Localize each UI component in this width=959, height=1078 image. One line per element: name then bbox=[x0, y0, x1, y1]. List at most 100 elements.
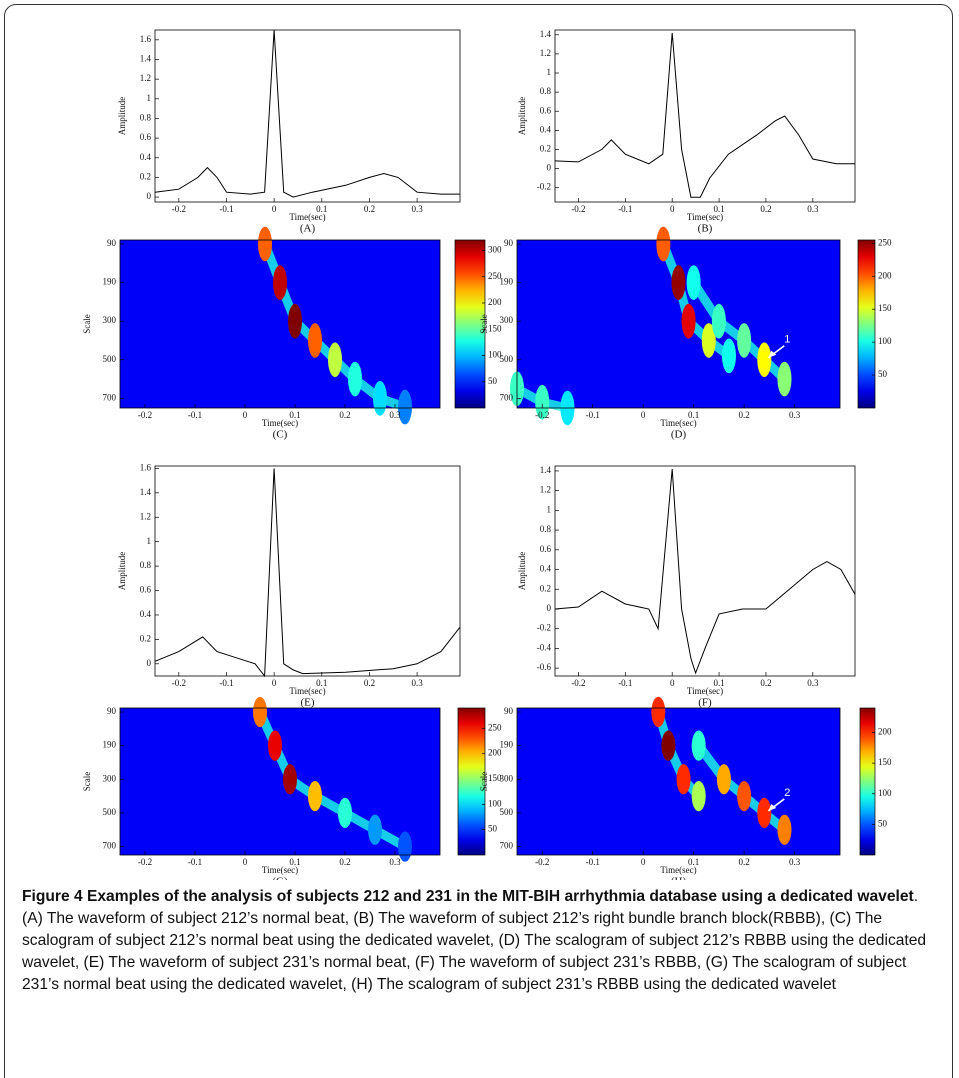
y-tick-label: 700 bbox=[103, 841, 117, 851]
y-tick-label: 1 bbox=[547, 504, 552, 514]
x-tick-label: 0 bbox=[243, 410, 248, 420]
colorbar-tick-label: 150 bbox=[878, 303, 892, 313]
y-tick-label: -0.4 bbox=[537, 642, 552, 652]
ridge-point bbox=[373, 380, 387, 416]
x-tick-label: 0.1 bbox=[316, 204, 327, 214]
x-tick-label: -0.2 bbox=[172, 204, 186, 214]
x-tick-label: 0 bbox=[641, 857, 646, 867]
ridge-point bbox=[398, 831, 412, 862]
y-tick-label: 190 bbox=[103, 740, 117, 750]
x-tick-label: 0 bbox=[272, 678, 277, 688]
x-tick-label: 0.3 bbox=[789, 857, 801, 867]
x-tick-label: -0.1 bbox=[188, 410, 202, 420]
x-axis-label: Time(sec) bbox=[289, 212, 325, 222]
y-tick-label: 0.2 bbox=[140, 633, 151, 643]
y-axis-label: Amplitude bbox=[117, 97, 127, 136]
colorbar bbox=[457, 707, 486, 856]
x-tick-label: 0.1 bbox=[713, 204, 724, 214]
y-tick-label: 300 bbox=[500, 315, 514, 325]
x-tick-label: 0.2 bbox=[364, 204, 375, 214]
y-tick-label: 300 bbox=[103, 773, 117, 783]
ridge-point bbox=[308, 323, 322, 358]
panel-label: (A) bbox=[300, 223, 316, 235]
x-tick-label: 0 bbox=[670, 204, 675, 214]
y-tick-label: 0.4 bbox=[140, 609, 152, 619]
y-axis-label: Amplitude bbox=[517, 97, 527, 136]
y-tick-label: 90 bbox=[504, 706, 514, 716]
y-tick-label: 1 bbox=[147, 536, 152, 546]
x-tick-label: 0.2 bbox=[760, 204, 771, 214]
x-tick-label: -0.2 bbox=[535, 857, 549, 867]
ridge-point bbox=[308, 780, 322, 812]
ridge-point bbox=[288, 303, 302, 339]
y-axis-label: Scale bbox=[82, 314, 92, 334]
y-tick-label: 1.2 bbox=[140, 511, 151, 521]
colorbar-tick-label: 200 bbox=[878, 270, 892, 280]
x-tick-label: 0.1 bbox=[688, 857, 699, 867]
ridge-point bbox=[716, 764, 731, 795]
y-tick-label: 1.2 bbox=[540, 485, 551, 495]
y-axis-label: Amplitude bbox=[517, 552, 527, 591]
y-tick-label: 190 bbox=[103, 277, 117, 287]
y-tick-label: 1.4 bbox=[140, 487, 152, 497]
panel-label: (G) bbox=[272, 876, 288, 880]
ridge-point bbox=[328, 342, 342, 378]
colorbar-tick-label: 50 bbox=[488, 824, 498, 834]
plot-area bbox=[554, 29, 856, 203]
x-tick-label: 0.3 bbox=[807, 204, 819, 214]
y-tick-label: 500 bbox=[103, 354, 117, 364]
panel-label: (D) bbox=[671, 429, 687, 441]
colorbar-tick-label: 150 bbox=[878, 757, 892, 767]
x-tick-label: 0.1 bbox=[713, 678, 724, 688]
waveform bbox=[554, 468, 856, 675]
scalogram-background bbox=[120, 240, 440, 408]
colorbar-tick-label: 100 bbox=[488, 798, 502, 808]
panel-label: (H) bbox=[671, 876, 687, 880]
y-tick-label: 0.8 bbox=[540, 524, 552, 534]
colorbar-tick-label: 200 bbox=[878, 727, 892, 737]
x-tick-label: 0 bbox=[243, 857, 248, 867]
colorbar bbox=[859, 707, 876, 856]
y-tick-label: 0.6 bbox=[540, 544, 552, 554]
ridge-point bbox=[721, 338, 736, 374]
y-tick-label: -0.6 bbox=[537, 662, 552, 672]
y-tick-label: 700 bbox=[500, 392, 514, 402]
x-tick-label: 0 bbox=[641, 410, 646, 420]
y-tick-label: 1.4 bbox=[140, 54, 152, 64]
x-tick-label: -0.1 bbox=[618, 678, 632, 688]
y-tick-label: 0.4 bbox=[540, 564, 552, 574]
x-tick-label: -0.2 bbox=[138, 410, 152, 420]
x-tick-label: 0.1 bbox=[289, 857, 300, 867]
plot-area bbox=[516, 239, 841, 409]
ridge-point bbox=[368, 814, 382, 845]
x-tick-label: 0.2 bbox=[339, 857, 350, 867]
y-tick-label: 0.6 bbox=[140, 132, 152, 142]
y-tick-label: 0 bbox=[147, 191, 152, 201]
y-tick-label: 1.2 bbox=[140, 73, 151, 83]
y-tick-label: 700 bbox=[500, 841, 514, 851]
ridge-point bbox=[535, 384, 550, 420]
caption: Figure 4 Examples of the analysis of sub… bbox=[22, 886, 940, 996]
y-tick-label: 90 bbox=[107, 238, 117, 248]
x-tick-label: 0.2 bbox=[738, 857, 749, 867]
x-tick-label: 0.1 bbox=[289, 410, 300, 420]
x-tick-label: -0.2 bbox=[535, 410, 549, 420]
y-axis-label: Scale bbox=[82, 772, 92, 792]
y-tick-label: 1 bbox=[147, 93, 152, 103]
colorbar-tick-label: 300 bbox=[488, 245, 502, 255]
caption-text: . (A) The waveform of subject 212’s norm… bbox=[22, 888, 927, 993]
y-tick-label: 1.4 bbox=[540, 465, 552, 475]
y-tick-label: 90 bbox=[504, 238, 514, 248]
y-tick-label: 0.4 bbox=[140, 152, 152, 162]
panel-label: (F) bbox=[698, 697, 712, 709]
figure: -0.2 -0.1 0 0.1 0.2 0.3 Time(sec)(A) Amplitude 0… bbox=[82, 29, 892, 880]
plot-area bbox=[119, 707, 441, 856]
ridge-point bbox=[651, 696, 666, 728]
colorbar-tick-label: 50 bbox=[878, 369, 888, 379]
colorbar-tick-label: 100 bbox=[878, 788, 892, 798]
ridge-point bbox=[701, 323, 716, 358]
colorbar-tick-label: 200 bbox=[488, 748, 502, 758]
colorbar-tick-label: 100 bbox=[488, 350, 502, 360]
y-tick-label: 1 bbox=[547, 67, 552, 77]
